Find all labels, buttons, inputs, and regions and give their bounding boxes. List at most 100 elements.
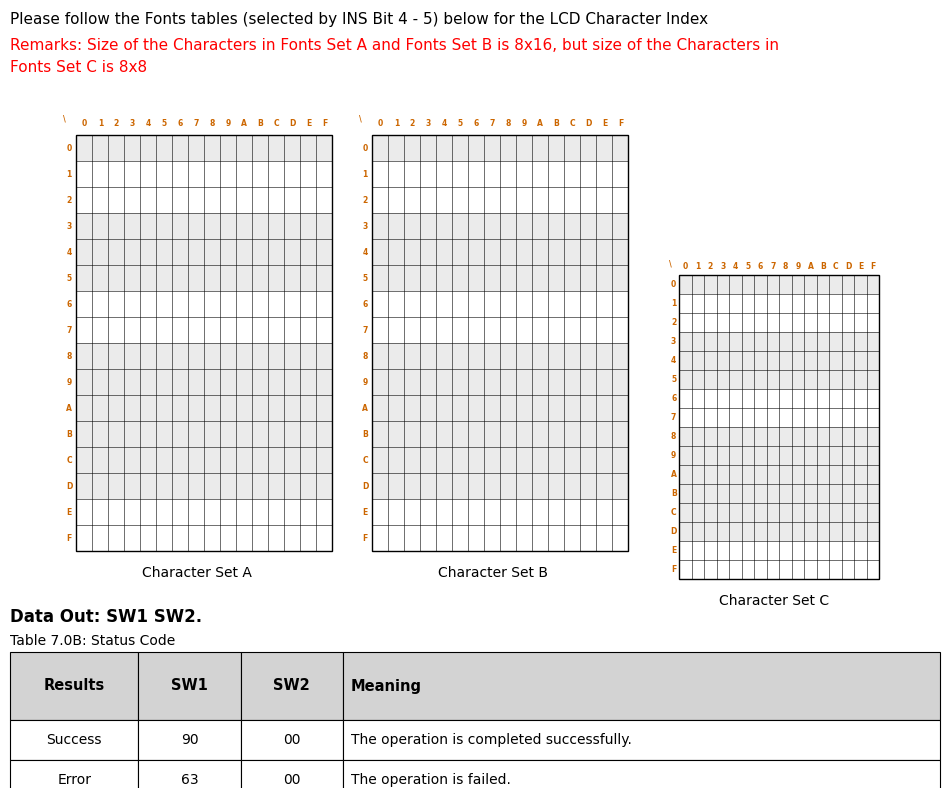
Bar: [10, 760, 138, 788]
Text: F: F: [321, 119, 327, 128]
Text: 4: 4: [362, 248, 368, 257]
Bar: [373, 240, 629, 266]
Bar: [373, 448, 629, 474]
Text: 0: 0: [82, 119, 87, 128]
Text: 1: 1: [362, 170, 368, 179]
Bar: [76, 448, 333, 474]
Text: 8: 8: [783, 262, 788, 271]
Text: 3: 3: [426, 119, 431, 128]
Text: B: B: [670, 489, 676, 498]
Bar: [373, 474, 629, 500]
Text: 4: 4: [733, 262, 738, 271]
Text: 4: 4: [146, 119, 151, 128]
Text: A: A: [67, 404, 72, 413]
Bar: [241, 652, 343, 720]
Text: 0: 0: [362, 144, 368, 153]
Bar: [10, 652, 138, 720]
Bar: [76, 526, 333, 552]
Text: 4: 4: [67, 248, 72, 257]
Text: Character Set A: Character Set A: [143, 567, 252, 581]
Bar: [373, 214, 629, 240]
Text: SW1: SW1: [171, 678, 208, 693]
Text: 2: 2: [67, 196, 72, 205]
Text: 90: 90: [181, 733, 199, 747]
Text: A: A: [242, 119, 247, 128]
Text: C: C: [362, 456, 368, 465]
Bar: [343, 720, 940, 760]
Text: C: C: [833, 262, 839, 271]
Bar: [679, 465, 880, 484]
Bar: [373, 136, 629, 552]
Bar: [76, 500, 333, 526]
Text: Data Out: SW1 SW2.: Data Out: SW1 SW2.: [10, 608, 203, 626]
Text: 9: 9: [795, 262, 801, 271]
Bar: [679, 541, 880, 560]
Text: 8: 8: [67, 352, 72, 361]
Text: 6: 6: [474, 119, 479, 128]
Text: Remarks: Size of the Characters in Fonts Set A and Fonts Set B is 8x16, but size: Remarks: Size of the Characters in Fonts…: [10, 38, 779, 53]
Text: 2: 2: [114, 119, 119, 128]
Bar: [138, 652, 241, 720]
Text: 9: 9: [522, 119, 527, 128]
Text: F: F: [67, 534, 72, 543]
Text: Character Set C: Character Set C: [719, 594, 828, 608]
Text: Character Set B: Character Set B: [438, 567, 548, 581]
Text: D: D: [844, 262, 851, 271]
Bar: [373, 370, 629, 396]
Bar: [138, 760, 241, 788]
Text: Error: Error: [57, 773, 91, 787]
Text: C: C: [670, 508, 676, 517]
Text: C: C: [274, 119, 280, 128]
Bar: [373, 292, 629, 318]
Text: 00: 00: [283, 733, 301, 747]
Bar: [679, 294, 880, 313]
Bar: [679, 560, 880, 579]
Bar: [679, 313, 880, 332]
Text: 3: 3: [671, 337, 676, 346]
Text: E: E: [306, 119, 311, 128]
Bar: [76, 396, 333, 422]
Bar: [373, 500, 629, 526]
Bar: [679, 522, 880, 541]
Bar: [76, 266, 333, 292]
Text: 5: 5: [162, 119, 167, 128]
Bar: [76, 240, 333, 266]
Text: 1: 1: [671, 299, 676, 308]
Text: 0: 0: [67, 144, 72, 153]
Text: E: E: [671, 546, 676, 555]
Text: 3: 3: [129, 119, 135, 128]
Text: A: A: [670, 470, 676, 479]
Text: 2: 2: [362, 196, 368, 205]
Text: 5: 5: [67, 274, 71, 283]
Bar: [138, 720, 241, 760]
Text: 5: 5: [457, 119, 463, 128]
Text: 1: 1: [695, 262, 701, 271]
Bar: [76, 136, 333, 552]
Text: D: D: [670, 527, 677, 536]
Text: 0: 0: [671, 280, 676, 289]
Text: 2: 2: [410, 119, 415, 128]
Text: 5: 5: [671, 375, 676, 384]
Bar: [76, 162, 333, 188]
Text: F: F: [362, 534, 368, 543]
Bar: [679, 408, 880, 427]
Text: 8: 8: [506, 119, 511, 128]
Text: Success: Success: [47, 733, 102, 747]
Bar: [679, 484, 880, 503]
Text: 5: 5: [746, 262, 750, 271]
Text: 1: 1: [67, 170, 72, 179]
Bar: [76, 318, 333, 344]
Text: 7: 7: [194, 119, 199, 128]
Bar: [343, 760, 940, 788]
Text: \: \: [359, 114, 362, 124]
Bar: [679, 275, 880, 579]
Text: C: C: [570, 119, 575, 128]
Text: 2: 2: [708, 262, 713, 271]
Bar: [241, 760, 343, 788]
Text: E: E: [362, 508, 368, 517]
Text: 9: 9: [671, 451, 676, 460]
Bar: [679, 427, 880, 446]
Text: B: B: [553, 119, 559, 128]
Text: 4: 4: [671, 356, 676, 365]
Text: 8: 8: [671, 432, 676, 441]
